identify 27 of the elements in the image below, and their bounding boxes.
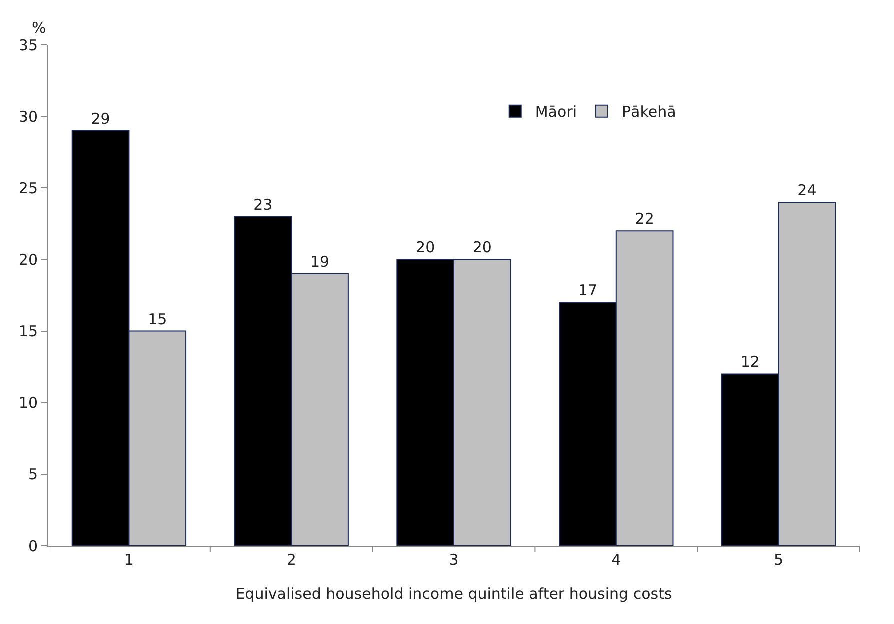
y-tick-label: 10 [18,394,38,412]
x-tick-label: 2 [286,551,296,569]
y-tick-label: 5 [28,466,38,484]
y-tick-label: 0 [28,537,38,556]
legend-label: Māori [535,103,578,122]
data-label: 20 [416,238,436,257]
y-tick-label: 30 [18,108,38,126]
data-label: 22 [635,210,654,228]
data-label: 12 [740,353,760,372]
y-tick-label: 35 [18,36,38,54]
x-tick-label: 5 [774,551,784,569]
x-tick-label: 4 [612,551,622,569]
x-tick-label: 3 [449,551,459,569]
data-label: 29 [91,110,110,128]
data-label: 17 [578,282,598,300]
data-label: 24 [798,181,817,200]
x-axis-title: Equivalised household income quintile after housing costs [236,585,672,603]
data-label: 19 [310,253,330,272]
legend-label: Pākehā [622,103,676,122]
data-label: 15 [148,310,168,328]
data-label: 23 [254,196,273,214]
y-tick-label: 20 [18,250,38,269]
x-tick-label: 1 [124,551,134,569]
y-tick-label: 25 [18,179,38,198]
y-tick-label: 15 [18,322,38,341]
y-axis-title: % [32,19,46,37]
data-label: 20 [472,238,492,257]
